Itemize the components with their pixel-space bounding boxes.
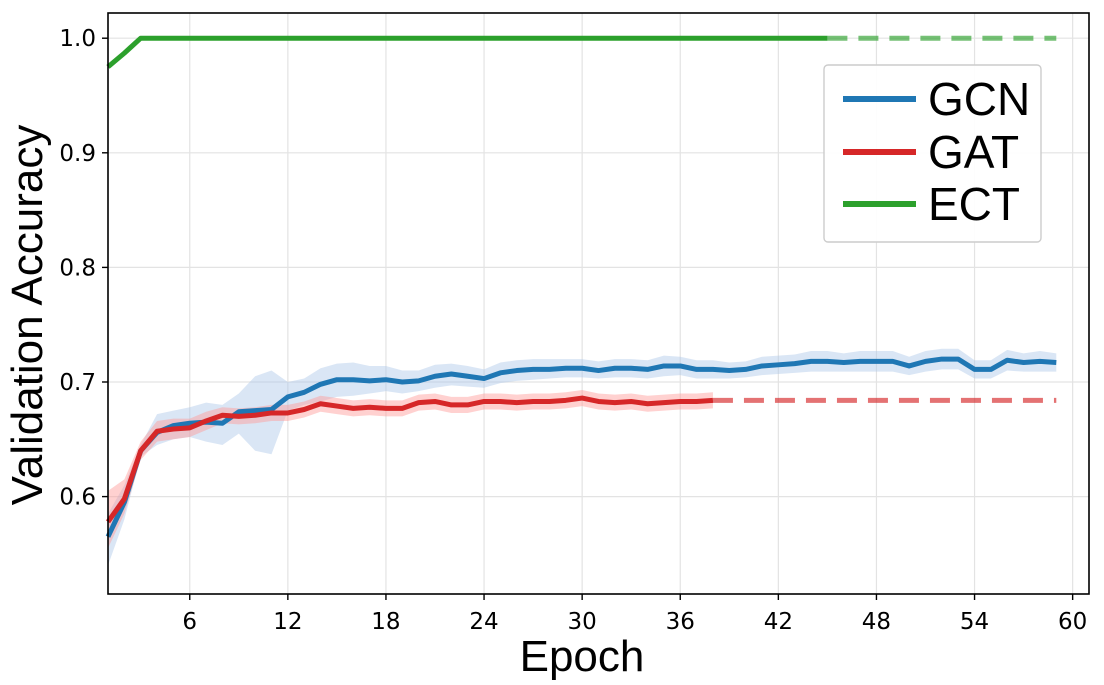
series-lines	[105, 35, 1057, 538]
band-gcn	[108, 348, 1057, 566]
x-axis-ticks: 6 12 18 24 30 36 42 48 54 60	[182, 594, 1087, 635]
legend-label-gcn: GCN	[928, 73, 1030, 125]
x-axis-title: Epoch	[520, 632, 645, 681]
legend: GCN GAT ECT	[823, 64, 1042, 243]
x-tick-label: 24	[469, 609, 498, 635]
line-ect	[106, 35, 828, 69]
x-tick-label: 18	[371, 609, 400, 635]
legend-box	[823, 64, 1042, 243]
y-tick-label: 0.7	[59, 370, 96, 396]
y-axis-ticks: 0.6 0.7 0.8 0.9 1.0	[59, 26, 108, 511]
y-tick-label: 1.0	[59, 26, 96, 52]
y-tick-label: 0.6	[59, 485, 96, 511]
x-tick-label: 60	[1058, 609, 1087, 635]
y-tick-label: 0.9	[59, 141, 96, 167]
x-tick-label: 12	[273, 609, 302, 635]
y-axis-title: Validation Accuracy	[3, 125, 52, 506]
x-tick-label: 36	[666, 609, 695, 635]
legend-label-gat: GAT	[928, 126, 1019, 178]
x-tick-label: 30	[568, 609, 597, 635]
legend-label-ect: ECT	[928, 178, 1020, 230]
x-tick-label: 42	[764, 609, 793, 635]
plot-frame	[107, 12, 1090, 595]
x-tick-label: 54	[960, 609, 989, 635]
line-gat	[105, 395, 714, 524]
y-tick-label: 0.8	[59, 255, 96, 281]
line-gcn	[105, 356, 1057, 538]
x-tick-label: 48	[862, 609, 891, 635]
x-tick-label: 6	[182, 609, 197, 635]
